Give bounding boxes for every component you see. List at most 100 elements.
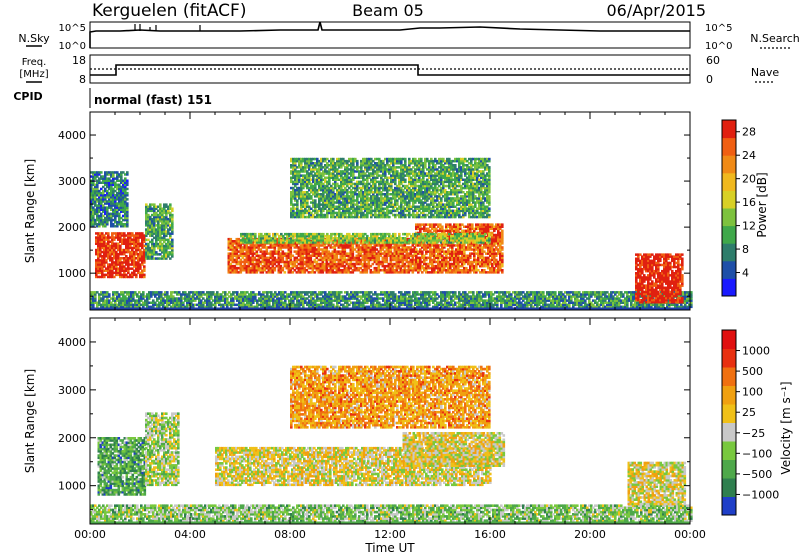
noise-tick-bottom-left: 10^0 bbox=[59, 41, 86, 52]
data-cell bbox=[269, 244, 273, 247]
data-cell bbox=[241, 264, 245, 268]
data-cell bbox=[169, 211, 172, 215]
data-cell bbox=[287, 271, 291, 274]
data-cell bbox=[287, 256, 291, 260]
data-cell bbox=[99, 240, 102, 243]
data-cell bbox=[147, 207, 150, 210]
data-cell bbox=[241, 256, 245, 260]
data-cell bbox=[115, 269, 118, 272]
data-cell bbox=[97, 265, 100, 268]
data-cell bbox=[301, 262, 305, 266]
data-cell bbox=[251, 248, 255, 251]
data-cell bbox=[269, 254, 273, 257]
data-cell bbox=[289, 258, 293, 262]
data-cell bbox=[143, 238, 146, 241]
data-cell bbox=[121, 273, 124, 277]
data-cell bbox=[123, 238, 126, 241]
data-cell bbox=[113, 255, 116, 258]
data-cell bbox=[117, 269, 120, 272]
data-cell bbox=[131, 242, 134, 245]
data-cell bbox=[159, 205, 162, 208]
data-cell bbox=[119, 244, 122, 248]
data-cell bbox=[323, 269, 327, 272]
data-cell bbox=[279, 271, 283, 274]
data-cell bbox=[115, 263, 118, 266]
data-cell bbox=[147, 213, 150, 217]
data-cell bbox=[281, 266, 285, 270]
data-cell bbox=[149, 203, 152, 206]
data-cell bbox=[163, 240, 166, 244]
data-cell bbox=[103, 234, 106, 237]
data-cell bbox=[404, 157, 407, 161]
data-cell bbox=[255, 246, 259, 249]
data-cell bbox=[289, 250, 293, 253]
data-cell bbox=[247, 258, 251, 262]
data-cell bbox=[99, 269, 102, 272]
data-cell bbox=[109, 255, 112, 258]
data-cell bbox=[165, 246, 168, 250]
data-cell bbox=[245, 260, 249, 264]
data-cell bbox=[153, 232, 156, 235]
data-cell bbox=[157, 232, 160, 235]
data-cell bbox=[165, 234, 168, 237]
data-cell bbox=[163, 203, 166, 206]
data-cell bbox=[147, 255, 150, 258]
data-cell bbox=[95, 250, 98, 254]
data-cell bbox=[103, 261, 106, 264]
data-cell bbox=[269, 266, 273, 270]
data-cell bbox=[273, 266, 277, 270]
data-cell bbox=[227, 256, 231, 260]
nsky-spikes bbox=[134, 24, 201, 31]
data-cell bbox=[311, 248, 315, 251]
noise-tick-top-left: 10^5 bbox=[59, 23, 86, 34]
data-cell bbox=[95, 240, 98, 243]
data-cell bbox=[301, 260, 305, 264]
data-cell bbox=[163, 217, 166, 221]
data-cell bbox=[133, 246, 136, 250]
data-cell bbox=[245, 264, 249, 268]
data-cell bbox=[167, 242, 170, 246]
data-cell bbox=[241, 248, 245, 251]
data-cell bbox=[103, 257, 106, 260]
data-cell bbox=[139, 250, 142, 254]
data-cell bbox=[103, 238, 106, 241]
data-cell bbox=[163, 226, 166, 229]
data-cell bbox=[227, 252, 231, 255]
data-cell bbox=[133, 252, 136, 256]
data-cell bbox=[229, 237, 233, 241]
data-cell bbox=[299, 252, 303, 255]
data-cell bbox=[235, 240, 239, 243]
data-cell bbox=[321, 271, 325, 274]
data-cell bbox=[113, 257, 116, 260]
data-cell bbox=[261, 252, 265, 255]
data-cell bbox=[317, 258, 321, 262]
data-cell bbox=[255, 254, 259, 257]
data-cell bbox=[171, 222, 174, 225]
data-cell bbox=[263, 269, 267, 272]
data-cell bbox=[167, 207, 170, 210]
data-cell bbox=[283, 246, 287, 249]
data-cell bbox=[285, 266, 289, 270]
data-cell bbox=[261, 254, 265, 257]
data-cell bbox=[227, 248, 231, 251]
data-cell bbox=[101, 244, 104, 248]
data-cell bbox=[155, 242, 158, 246]
data-cell bbox=[299, 264, 303, 268]
data-cell bbox=[269, 246, 273, 249]
data-cell bbox=[163, 232, 166, 235]
data-cell bbox=[231, 271, 235, 274]
data-cell bbox=[169, 215, 172, 219]
data-cell bbox=[143, 244, 146, 248]
data-cell bbox=[119, 265, 122, 268]
data-cell bbox=[275, 240, 279, 243]
data-cell bbox=[255, 244, 259, 247]
data-cell bbox=[99, 255, 102, 258]
data-cell bbox=[253, 244, 257, 247]
data-cell bbox=[283, 252, 287, 255]
data-cell bbox=[155, 257, 158, 260]
data-cell bbox=[261, 246, 265, 249]
data-cell bbox=[121, 242, 124, 245]
data-cell bbox=[163, 207, 166, 210]
data-cell bbox=[319, 244, 323, 247]
data-cell bbox=[269, 256, 273, 260]
